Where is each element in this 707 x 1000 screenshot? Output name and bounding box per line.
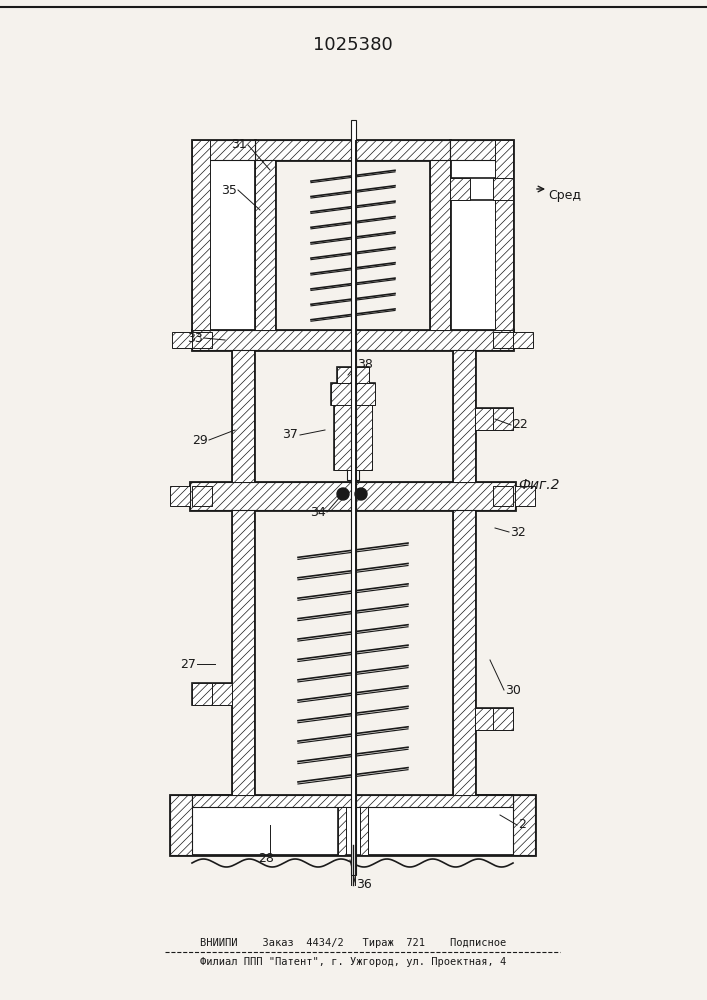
Bar [192, 795, 513, 807]
Bar [255, 140, 450, 160]
Bar [453, 350, 475, 482]
Text: ВНИИПИ    Заказ  4434/2   Тираж  721    Подписное: ВНИИПИ Заказ 4434/2 Тираж 721 Подписное [200, 938, 506, 948]
Bar [192, 486, 212, 506]
Bar [232, 510, 254, 795]
Text: 36: 36 [356, 879, 372, 892]
Bar [513, 795, 535, 855]
Bar [475, 408, 495, 430]
Bar [475, 408, 513, 430]
Bar [192, 683, 212, 705]
Text: 34: 34 [310, 506, 326, 518]
Bar [192, 330, 513, 350]
Bar [351, 120, 356, 875]
Text: 35: 35 [221, 184, 237, 196]
Bar [450, 178, 470, 200]
Text: Филиал ППП "Патент", г. Ужгород, ул. Проектная, 4: Филиал ППП "Патент", г. Ужгород, ул. Про… [200, 957, 506, 967]
Text: 32: 32 [510, 526, 526, 538]
Bar [360, 807, 368, 855]
Bar [513, 486, 515, 506]
Bar [232, 350, 254, 482]
Bar [255, 160, 275, 330]
Text: 30: 30 [505, 684, 521, 696]
Text: 1025380: 1025380 [313, 36, 393, 54]
Text: 2: 2 [518, 818, 526, 832]
Text: 31: 31 [231, 138, 247, 151]
Bar [430, 160, 450, 330]
Text: 28: 28 [258, 852, 274, 865]
Text: 38: 38 [357, 359, 373, 371]
Bar [334, 390, 372, 470]
Bar [192, 683, 232, 705]
Bar [192, 140, 255, 160]
Bar [232, 510, 254, 795]
Text: 37: 37 [282, 428, 298, 442]
Bar [347, 380, 359, 480]
Bar [493, 708, 513, 730]
Bar [495, 140, 513, 330]
Bar [192, 332, 212, 348]
Bar [338, 807, 368, 855]
Bar [453, 350, 475, 482]
Bar [337, 367, 369, 383]
Bar [493, 178, 513, 200]
Circle shape [337, 488, 349, 500]
Bar [190, 482, 515, 510]
Circle shape [355, 488, 367, 500]
Text: 27: 27 [180, 658, 196, 670]
Bar [453, 510, 475, 795]
Bar [338, 807, 346, 855]
Bar [493, 332, 513, 348]
Bar [170, 486, 190, 506]
Bar [190, 482, 515, 510]
Bar [475, 708, 495, 730]
Bar [192, 330, 513, 350]
Bar [513, 332, 533, 348]
Text: Фиг.2: Фиг.2 [518, 478, 559, 492]
Bar [172, 332, 192, 348]
Bar [170, 795, 535, 855]
Bar [232, 350, 254, 482]
Text: 33: 33 [187, 332, 203, 344]
Bar [192, 140, 255, 330]
Bar [255, 140, 450, 160]
Bar [192, 140, 210, 330]
Bar [192, 795, 240, 807]
Bar [453, 510, 475, 795]
Bar [450, 140, 513, 160]
Bar [190, 486, 192, 506]
Text: 22: 22 [512, 418, 527, 432]
Text: Сред: Сред [548, 188, 581, 202]
Bar [255, 160, 275, 330]
Bar [331, 383, 375, 405]
Text: 29: 29 [192, 434, 208, 446]
Bar [465, 795, 513, 807]
Bar [334, 390, 372, 470]
Bar [493, 408, 513, 430]
Bar [430, 160, 450, 330]
Bar [450, 140, 513, 330]
Bar [450, 178, 513, 200]
Bar [337, 367, 369, 383]
Bar [170, 795, 192, 855]
Bar [331, 383, 375, 405]
Bar [475, 708, 513, 730]
Bar [515, 486, 535, 506]
Bar [212, 683, 232, 705]
Bar [493, 486, 513, 506]
